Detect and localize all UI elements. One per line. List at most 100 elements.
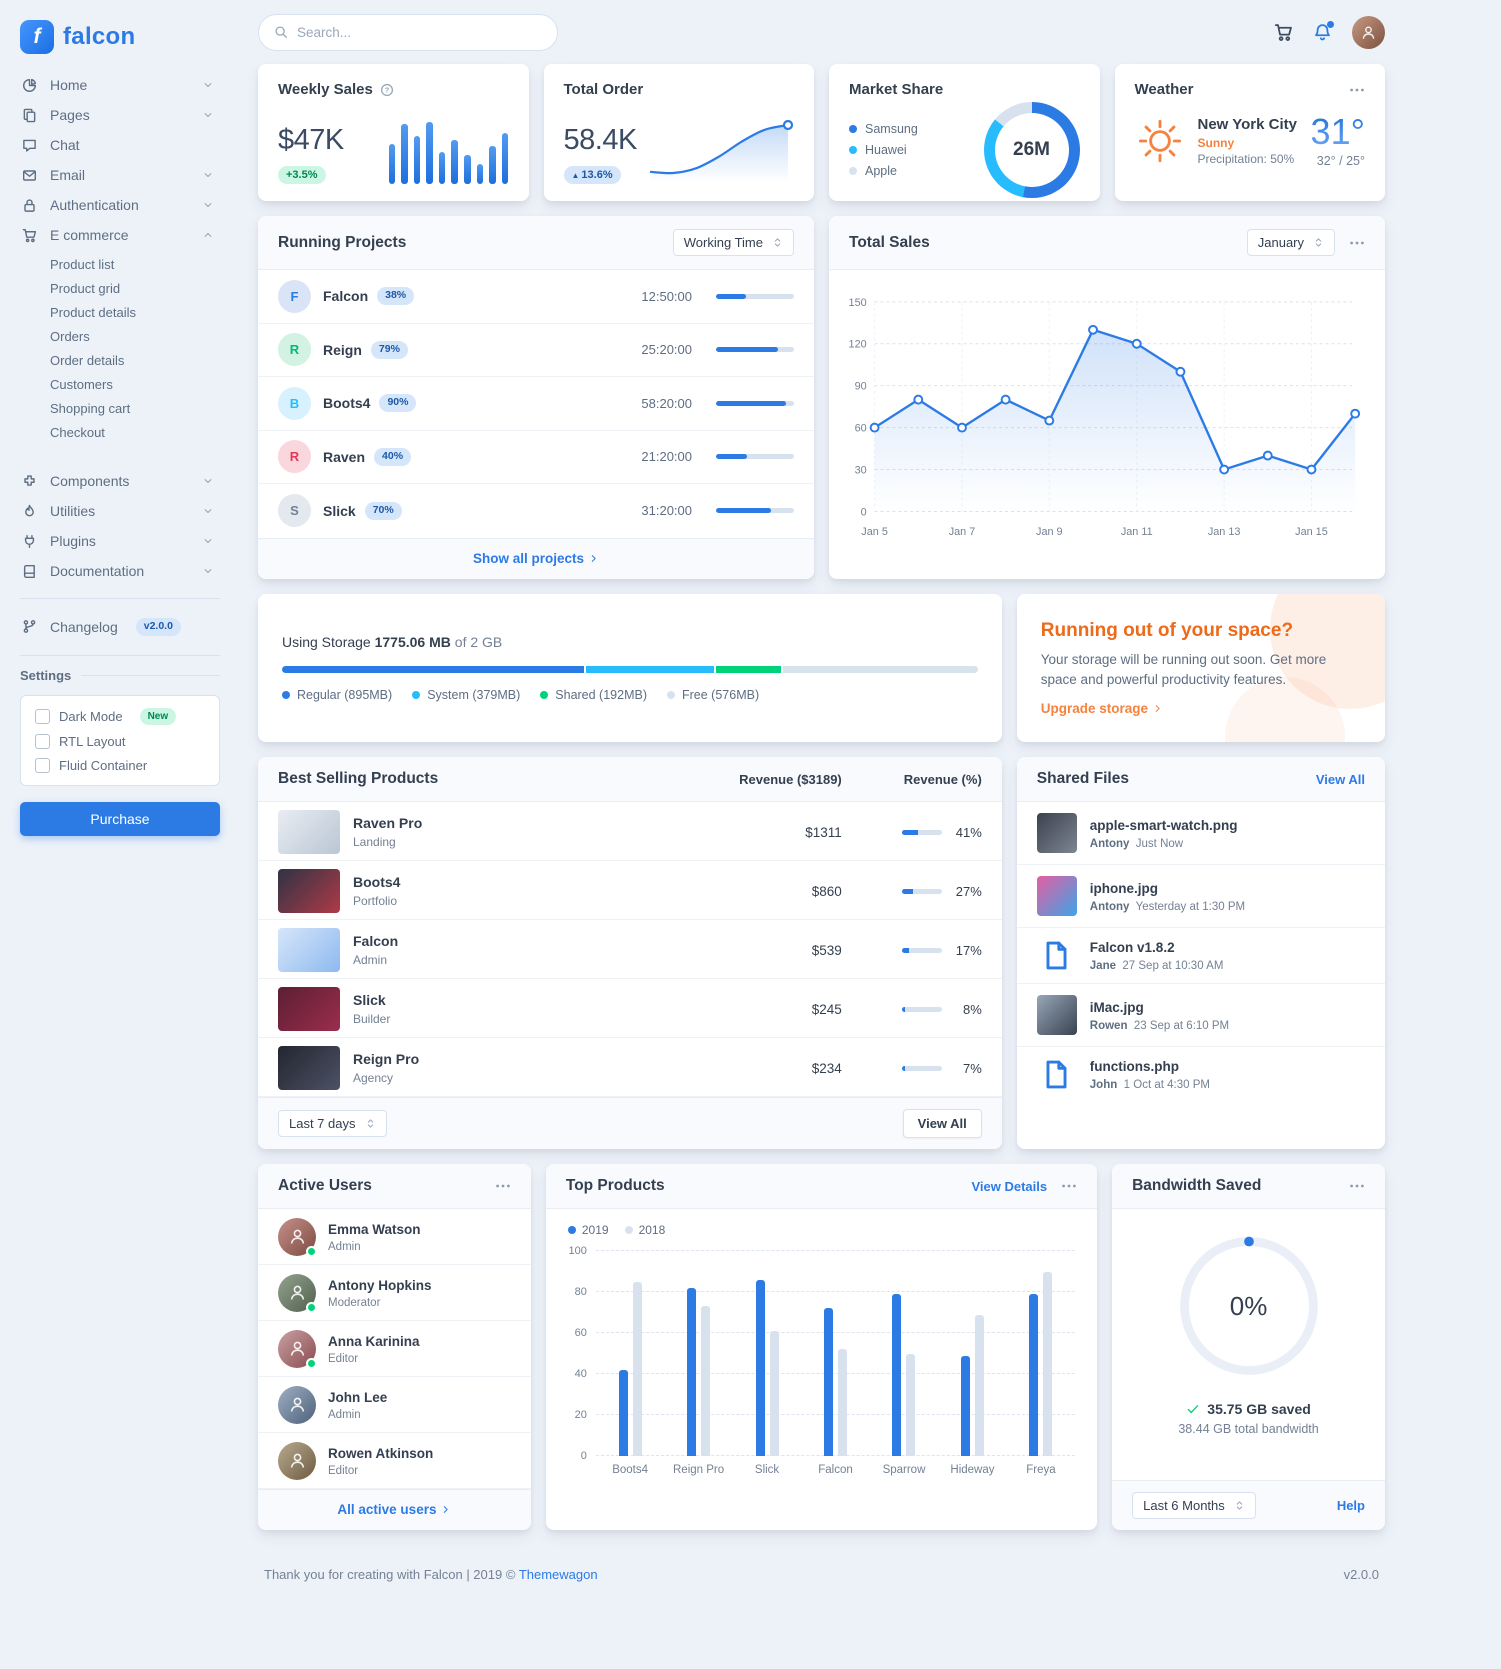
notification-dot xyxy=(1327,20,1334,28)
file-name-link[interactable]: Falcon v1.8.2 xyxy=(1089,940,1175,955)
project-name-link[interactable]: Boots4 xyxy=(323,395,371,412)
brand-logo[interactable]: f falcon xyxy=(20,14,220,70)
sidebar-subitem-product-list[interactable]: Product list xyxy=(50,256,115,272)
shared-files-title: Shared Files xyxy=(1036,770,1129,787)
user-avatar[interactable] xyxy=(1352,15,1385,49)
sidebar-subitem-orders[interactable]: Orders xyxy=(50,328,90,344)
working-time-select[interactable]: Working Time xyxy=(672,229,794,256)
purchase-button[interactable]: Purchase xyxy=(20,801,220,836)
search-box[interactable] xyxy=(258,13,558,51)
legend-item[interactable]: Samsung xyxy=(849,119,918,140)
sidebar-item-authentication[interactable]: Authentication xyxy=(20,190,220,220)
setting-rtl-layout[interactable]: RTL Layout xyxy=(35,733,205,749)
sidebar-subitem-customers[interactable]: Customers xyxy=(50,376,113,392)
view-all-files-link[interactable]: View All xyxy=(1315,771,1365,787)
help-icon[interactable]: ? xyxy=(380,83,394,97)
sidebar-subitem-order-details[interactable]: Order details xyxy=(50,352,125,368)
user-avatar[interactable] xyxy=(278,1273,317,1313)
weekly-sales-card: Weekly Sales ? $47K +3.5% xyxy=(258,64,529,201)
project-avatar: R xyxy=(278,440,311,474)
month-select[interactable]: January xyxy=(1246,229,1335,256)
period-select[interactable]: Last 7 days xyxy=(278,1110,387,1137)
all-active-users-link[interactable]: All active users xyxy=(337,1502,451,1517)
product-name-link[interactable]: Slick xyxy=(353,992,386,1008)
user-avatar[interactable] xyxy=(278,1217,317,1257)
sidebar-item-components[interactable]: Components xyxy=(20,466,220,496)
card-menu-icon[interactable] xyxy=(1349,82,1365,98)
sidebar-item-documentation[interactable]: Documentation xyxy=(20,556,220,586)
checkbox[interactable] xyxy=(35,733,50,749)
product-name-link[interactable]: Boots4 xyxy=(353,874,401,890)
upgrade-storage-link[interactable]: Upgrade storage xyxy=(1041,701,1361,716)
themewagon-link[interactable]: Themewagon xyxy=(518,1567,598,1582)
file-row: functions.php John 1 Oct at 4:30 PM xyxy=(1017,1047,1385,1102)
setting-dark-mode[interactable]: Dark Mode New xyxy=(35,707,205,725)
project-name-link[interactable]: Raven xyxy=(323,448,366,465)
product-thumbnail[interactable] xyxy=(278,869,340,913)
setting-fluid-container[interactable]: Fluid Container xyxy=(35,757,205,773)
file-name-link[interactable]: iMac.jpg xyxy=(1089,999,1144,1015)
product-thumbnail[interactable] xyxy=(278,810,340,854)
legend-item[interactable]: 2019 xyxy=(567,1223,609,1237)
weekly-sales-chart xyxy=(388,122,509,184)
sidebar-item-e-commerce[interactable]: E commerce xyxy=(20,220,220,250)
sidebar-item-utilities[interactable]: Utilities xyxy=(20,496,220,526)
search-input[interactable] xyxy=(297,24,542,40)
help-link[interactable]: Help xyxy=(1336,1498,1365,1513)
card-menu-icon[interactable] xyxy=(1349,235,1365,251)
view-details-link[interactable]: View Details xyxy=(971,1178,1048,1194)
show-all-projects-link[interactable]: Show all projects xyxy=(473,551,599,566)
sidebar-subitem-shopping-cart[interactable]: Shopping cart xyxy=(50,400,131,416)
card-menu-icon[interactable] xyxy=(495,1178,511,1194)
legend-item[interactable]: Apple xyxy=(849,161,918,182)
sidebar-item-pages[interactable]: Pages xyxy=(20,100,220,130)
sidebar-subitem-product-details[interactable]: Product details xyxy=(50,304,136,320)
user-name-link[interactable]: John Lee xyxy=(328,1389,388,1405)
product-type: Agency xyxy=(353,1071,394,1085)
user-avatar[interactable] xyxy=(278,1385,316,1424)
product-thumbnail[interactable] xyxy=(278,987,340,1031)
status-dot xyxy=(306,1357,317,1369)
sidebar-submenu: Product list Product grid Product details O… xyxy=(20,250,220,452)
months-select[interactable]: Last 6 Months xyxy=(1132,1492,1256,1519)
legend-item[interactable]: Huawei xyxy=(849,140,918,161)
checkbox[interactable] xyxy=(35,708,50,724)
legend-item[interactable]: 2018 xyxy=(624,1223,665,1237)
user-name-link[interactable]: Emma Watson xyxy=(328,1221,421,1237)
cart-icon[interactable] xyxy=(1274,23,1293,42)
card-menu-icon[interactable] xyxy=(1061,1178,1077,1194)
product-name-link[interactable]: Raven Pro xyxy=(353,815,423,831)
file-name-link[interactable]: apple-smart-watch.png xyxy=(1089,817,1238,833)
user-name-link[interactable]: Antony Hopkins xyxy=(328,1277,432,1293)
user-avatar[interactable] xyxy=(278,1441,316,1480)
bandwidth-percent: 0% xyxy=(1229,1290,1268,1321)
sidebar-subitem-checkout[interactable]: Checkout xyxy=(50,424,105,440)
product-name-link[interactable]: Reign Pro xyxy=(353,1051,420,1067)
product-thumbnail[interactable] xyxy=(278,928,340,972)
sidebar-item-email[interactable]: Email xyxy=(20,160,220,190)
project-name-link[interactable]: Slick xyxy=(323,502,356,519)
sidebar-item-changelog[interactable]: Changelog v2.0.0 xyxy=(20,611,220,643)
sidebar-item-home[interactable]: Home xyxy=(20,70,220,100)
checkbox[interactable] xyxy=(35,757,50,773)
sidebar-item-chat[interactable]: Chat xyxy=(20,130,220,160)
product-thumbnail[interactable] xyxy=(278,1046,340,1090)
product-name-link[interactable]: Falcon xyxy=(353,933,399,949)
file-name-link[interactable]: iphone.jpg xyxy=(1089,880,1159,896)
user-name-link[interactable]: Rowen Atkinson xyxy=(328,1445,434,1461)
file-row: Falcon v1.8.2 Jane 27 Sep at 10:30 AM xyxy=(1016,928,1385,984)
bar-group xyxy=(870,1251,938,1456)
chevron-down-icon xyxy=(202,199,214,211)
project-name-link[interactable]: Reign xyxy=(323,341,362,358)
user-name-link[interactable]: Anna Karinina xyxy=(328,1333,420,1349)
svg-text:Jan 11: Jan 11 xyxy=(1121,526,1153,538)
user-avatar[interactable] xyxy=(278,1329,317,1369)
project-name-link[interactable]: Falcon xyxy=(323,288,369,305)
file-name-link[interactable]: functions.php xyxy=(1089,1059,1180,1074)
sidebar-subitem-product-grid[interactable]: Product grid xyxy=(50,280,121,296)
view-all-button[interactable]: View All xyxy=(902,1109,982,1138)
bell-icon[interactable] xyxy=(1313,20,1334,42)
sidebar-item-plugins[interactable]: Plugins xyxy=(20,526,220,556)
bar-2018 xyxy=(838,1349,848,1456)
card-menu-icon[interactable] xyxy=(1349,1178,1365,1194)
